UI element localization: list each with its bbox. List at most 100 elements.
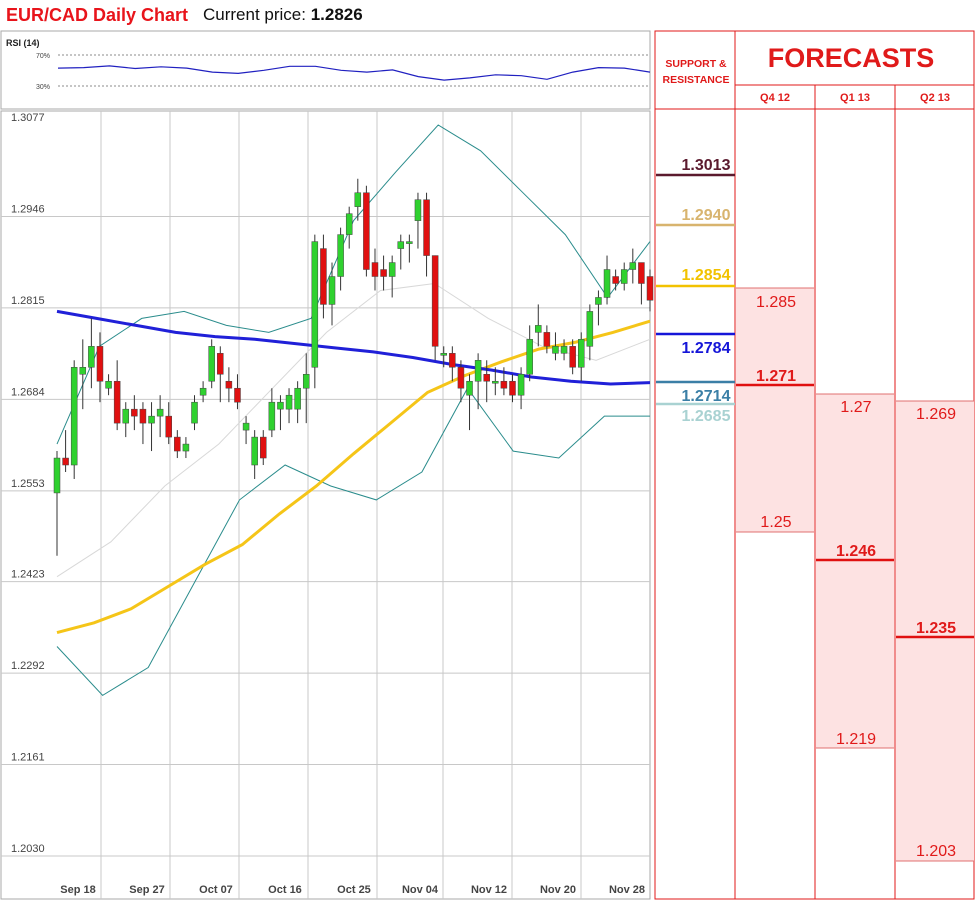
price-plot: 1.3077 1.2946 1.2815 1.2684 1.2553 1.2423 1.22…: [0, 110, 654, 900]
candle-body: [526, 339, 533, 375]
sr-title-line1: SUPPORT &: [665, 58, 727, 70]
candle-body: [337, 234, 344, 277]
candle: [543, 325, 551, 354]
candle-body: [88, 346, 95, 368]
candles: [53, 178, 654, 556]
candle: [113, 360, 121, 431]
candle-body: [354, 192, 362, 207]
x-tick-label: Oct 25: [337, 884, 371, 896]
x-tick-label: Oct 07: [199, 884, 233, 896]
candle-body: [242, 422, 250, 431]
candle: [62, 430, 69, 472]
candle-body: [268, 401, 276, 431]
candle-body: [406, 241, 413, 244]
candle-body: [414, 199, 422, 221]
x-tick-label: Sep 18: [60, 884, 95, 896]
candle: [569, 339, 576, 375]
candle: [388, 255, 396, 298]
candle-body: [612, 276, 619, 284]
candle-body: [217, 353, 224, 375]
candle: [139, 402, 147, 445]
y-tick-label: 1.2030: [11, 843, 45, 855]
candle-body: [53, 457, 61, 494]
candle: [440, 346, 447, 368]
candle-body: [638, 262, 645, 284]
candle-body: [380, 269, 387, 277]
q1-13-high-value: 1.27: [840, 399, 871, 416]
q2-13-mid-value: 1.235: [916, 620, 956, 637]
forecasts-title: FORECASTS: [768, 43, 935, 73]
candle-body: [586, 311, 594, 347]
candle: [268, 388, 276, 438]
candle: [474, 353, 482, 410]
candle: [406, 234, 413, 263]
candle-body: [260, 436, 267, 459]
candle-body: [302, 374, 310, 389]
candle-body: [165, 415, 172, 438]
candle-body: [208, 346, 215, 382]
rsi-title: RSI (14): [6, 38, 40, 48]
candle-body: [603, 269, 611, 298]
candle-body: [251, 436, 258, 466]
candle-body: [70, 367, 78, 466]
sr-level-6: 1.2685: [682, 408, 731, 425]
y-tick-label: 1.2292: [11, 660, 45, 672]
candle-body: [294, 387, 301, 410]
candle: [88, 318, 95, 389]
candle: [328, 262, 336, 326]
column-q2-13: Q2 13: [920, 92, 950, 104]
candle-body: [423, 199, 430, 256]
candle: [363, 185, 370, 277]
candle-body: [620, 269, 628, 284]
q1-13-low-value: 1.219: [836, 731, 876, 748]
candle-body: [569, 346, 576, 368]
candle: [165, 402, 172, 445]
candle: [174, 430, 181, 459]
candle: [234, 374, 241, 410]
candle: [595, 290, 602, 326]
candle: [156, 395, 164, 438]
candle: [96, 332, 104, 403]
forecast-range-q1-13: [816, 394, 894, 748]
current-price-value: 1.2826: [310, 5, 363, 24]
candle-body: [182, 443, 190, 452]
bollinger-lower-line: [56, 387, 650, 697]
candle: [603, 255, 611, 305]
x-tick-label: Nov 20: [540, 884, 576, 896]
candle: [182, 437, 190, 459]
candle: [242, 416, 250, 445]
candle: [431, 255, 439, 361]
q4-12-high-value: 1.285: [756, 294, 796, 311]
forecast-range-q2-13: [896, 401, 974, 861]
candle: [380, 255, 387, 291]
candle: [105, 374, 112, 396]
candle: [517, 367, 525, 410]
candle-body: [535, 325, 542, 333]
candle: [337, 227, 344, 291]
column-q4-12: Q4 12: [760, 92, 790, 104]
candle: [311, 234, 319, 389]
candle-body: [139, 408, 147, 424]
candle-body: [277, 401, 284, 410]
candle-body: [371, 262, 379, 277]
sr-level-2: 1.2940: [682, 207, 731, 224]
candle: [535, 304, 542, 347]
candle: [414, 192, 422, 249]
candle-body: [543, 332, 551, 347]
x-tick-label: Nov 28: [609, 884, 645, 896]
candle: [466, 374, 473, 431]
candle: [345, 206, 353, 249]
candle-body: [234, 387, 241, 403]
candle: [302, 353, 310, 424]
candle: [526, 325, 533, 382]
x-tick-label: Oct 16: [268, 884, 302, 896]
candle-body: [156, 408, 164, 417]
y-tick-label: 1.2161: [11, 752, 45, 764]
candle: [294, 381, 301, 424]
chart-header: EUR/CAD Daily Chart Current price: 1.282…: [0, 0, 650, 30]
candle: [285, 388, 293, 424]
y-tick-label: 1.2946: [11, 203, 45, 215]
candle: [638, 262, 645, 305]
candle: [354, 178, 362, 221]
